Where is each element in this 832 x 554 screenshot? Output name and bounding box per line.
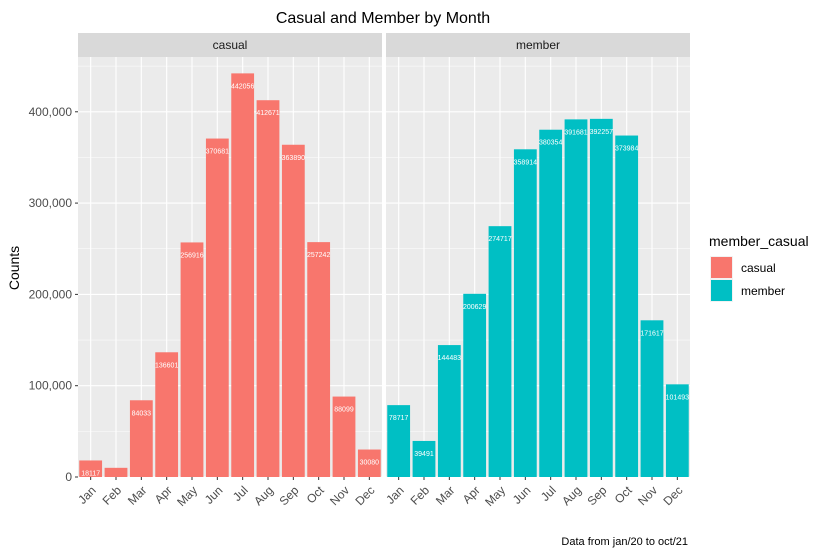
bar-value-label: 136601 — [155, 362, 178, 369]
bar-member-jan — [387, 405, 411, 477]
facet-panels: casual 18117 10051 84033 136601 256916 370681 4… — [75, 33, 690, 509]
bar-member-dec — [665, 384, 689, 477]
bar-value-label: 18117 — [81, 470, 100, 477]
x-tick-label: Jun — [510, 483, 534, 507]
y-axis-title: Counts — [6, 246, 22, 290]
bar-value-label: 30080 — [360, 460, 380, 467]
bar-value-label: 358914 — [514, 159, 537, 166]
x-tick-label: Feb — [100, 483, 125, 508]
bar-member-oct — [615, 135, 639, 477]
bar-casual-sep — [281, 144, 305, 477]
x-tick-label: Jun — [202, 483, 226, 507]
x-tick-label: Mar — [125, 483, 150, 508]
x-tick-label: Aug — [559, 483, 584, 508]
bar-value-label: 200629 — [463, 304, 486, 311]
bar-value-label: 391681 — [564, 129, 587, 136]
facet-strip-label: casual — [213, 38, 248, 52]
bar-member-feb — [412, 440, 436, 477]
y-axis: 0 100,000 200,000 300,000 400,000 — [29, 105, 78, 484]
bar-casual-oct — [307, 242, 331, 477]
x-tick-label: May — [482, 483, 508, 509]
x-tick-label: Mar — [433, 483, 458, 508]
bar-member-sep — [589, 118, 613, 478]
x-tick-label: Oct — [304, 483, 328, 507]
bar-casual-nov — [332, 396, 356, 477]
chart-title: Casual and Member by Month — [276, 10, 490, 27]
bar-casual-jun — [205, 138, 229, 477]
x-tick-label: May — [174, 483, 200, 509]
panel-member: member 78717 39491 144483 200629 274717 358914… — [383, 33, 690, 509]
bar-value-label: 10051 — [106, 478, 126, 485]
bar-casual-apr — [155, 352, 179, 477]
bar-value-label: 274717 — [488, 236, 511, 243]
bar-casual-aug — [256, 100, 280, 477]
x-tick-label: Sep — [584, 483, 609, 508]
bar-value-label: 380354 — [539, 140, 562, 147]
bar-value-label: 171617 — [640, 330, 663, 337]
x-tick-label: Nov — [635, 483, 660, 508]
facet-strip-label: member — [516, 38, 560, 52]
bar-casual-dec — [357, 449, 381, 477]
bar-value-label: 256916 — [180, 252, 203, 259]
legend-swatch-casual — [711, 257, 732, 278]
x-tick-label: Dec — [660, 483, 685, 508]
panel-background — [386, 57, 690, 477]
legend: member_casual casual member — [709, 233, 809, 302]
y-tick-label: 0 — [65, 470, 72, 484]
bar-value-label: 442056 — [231, 83, 254, 90]
x-tick-label: Apr — [460, 483, 483, 506]
panel-casual: casual 18117 10051 84033 136601 256916 370681 4… — [75, 33, 382, 509]
bar-member-nov — [640, 320, 664, 477]
bar-member-aug — [564, 119, 588, 477]
bar-value-label: 144483 — [438, 355, 461, 362]
x-tick-label: Nov — [327, 483, 352, 508]
bar-casual-mar — [129, 400, 153, 477]
bar-value-label: 392257 — [590, 129, 613, 136]
bar-value-label: 373984 — [615, 146, 638, 153]
chart-caption: Data from jan/20 to oct/21 — [561, 536, 688, 548]
facet-strip-member — [386, 33, 690, 57]
bar-value-label: 78717 — [389, 415, 409, 422]
bar-casual-jul — [231, 73, 255, 477]
bar-value-label: 363890 — [282, 155, 305, 162]
x-tick-label: Aug — [251, 483, 276, 508]
y-tick-label: 100,000 — [29, 379, 73, 393]
x-tick-label: Jan — [75, 483, 99, 507]
bar-member-jul — [539, 129, 563, 477]
panel-background — [78, 57, 382, 477]
legend-title: member_casual — [709, 233, 809, 249]
bar-value-label: 84033 — [132, 410, 152, 417]
x-tick-label: Dec — [352, 483, 377, 508]
y-tick-label: 300,000 — [29, 196, 73, 210]
bar-value-label: 101493 — [666, 394, 689, 401]
bar-member-may — [488, 226, 512, 477]
bar-value-label: 412671 — [256, 110, 279, 117]
legend-label-casual: casual — [741, 261, 776, 275]
bar-member-jun — [513, 149, 537, 478]
x-tick-label: Jul — [538, 483, 559, 504]
bar-member-mar — [437, 345, 461, 477]
x-tick-label: Feb — [408, 483, 433, 508]
bar-casual-feb — [104, 467, 128, 477]
bar-member-apr — [463, 293, 487, 477]
bar-value-label: 370681 — [206, 149, 229, 156]
x-tick-label: Oct — [612, 483, 636, 507]
x-tick-label: Sep — [276, 483, 301, 508]
x-tick-label: Jan — [383, 483, 407, 507]
legend-swatch-member — [711, 280, 732, 301]
bar-value-label: 257242 — [307, 252, 330, 259]
x-tick-label: Apr — [152, 483, 175, 506]
facet-strip-casual — [78, 33, 382, 57]
bar-value-label: 88099 — [334, 407, 354, 414]
y-tick-label: 200,000 — [29, 287, 73, 301]
y-tick-label: 400,000 — [29, 105, 73, 119]
bar-value-label: 39491 — [414, 451, 434, 458]
x-tick-label: Jul — [230, 483, 251, 504]
bar-casual-may — [180, 242, 204, 477]
bar-casual-jan — [79, 460, 103, 477]
legend-label-member: member — [741, 284, 785, 298]
